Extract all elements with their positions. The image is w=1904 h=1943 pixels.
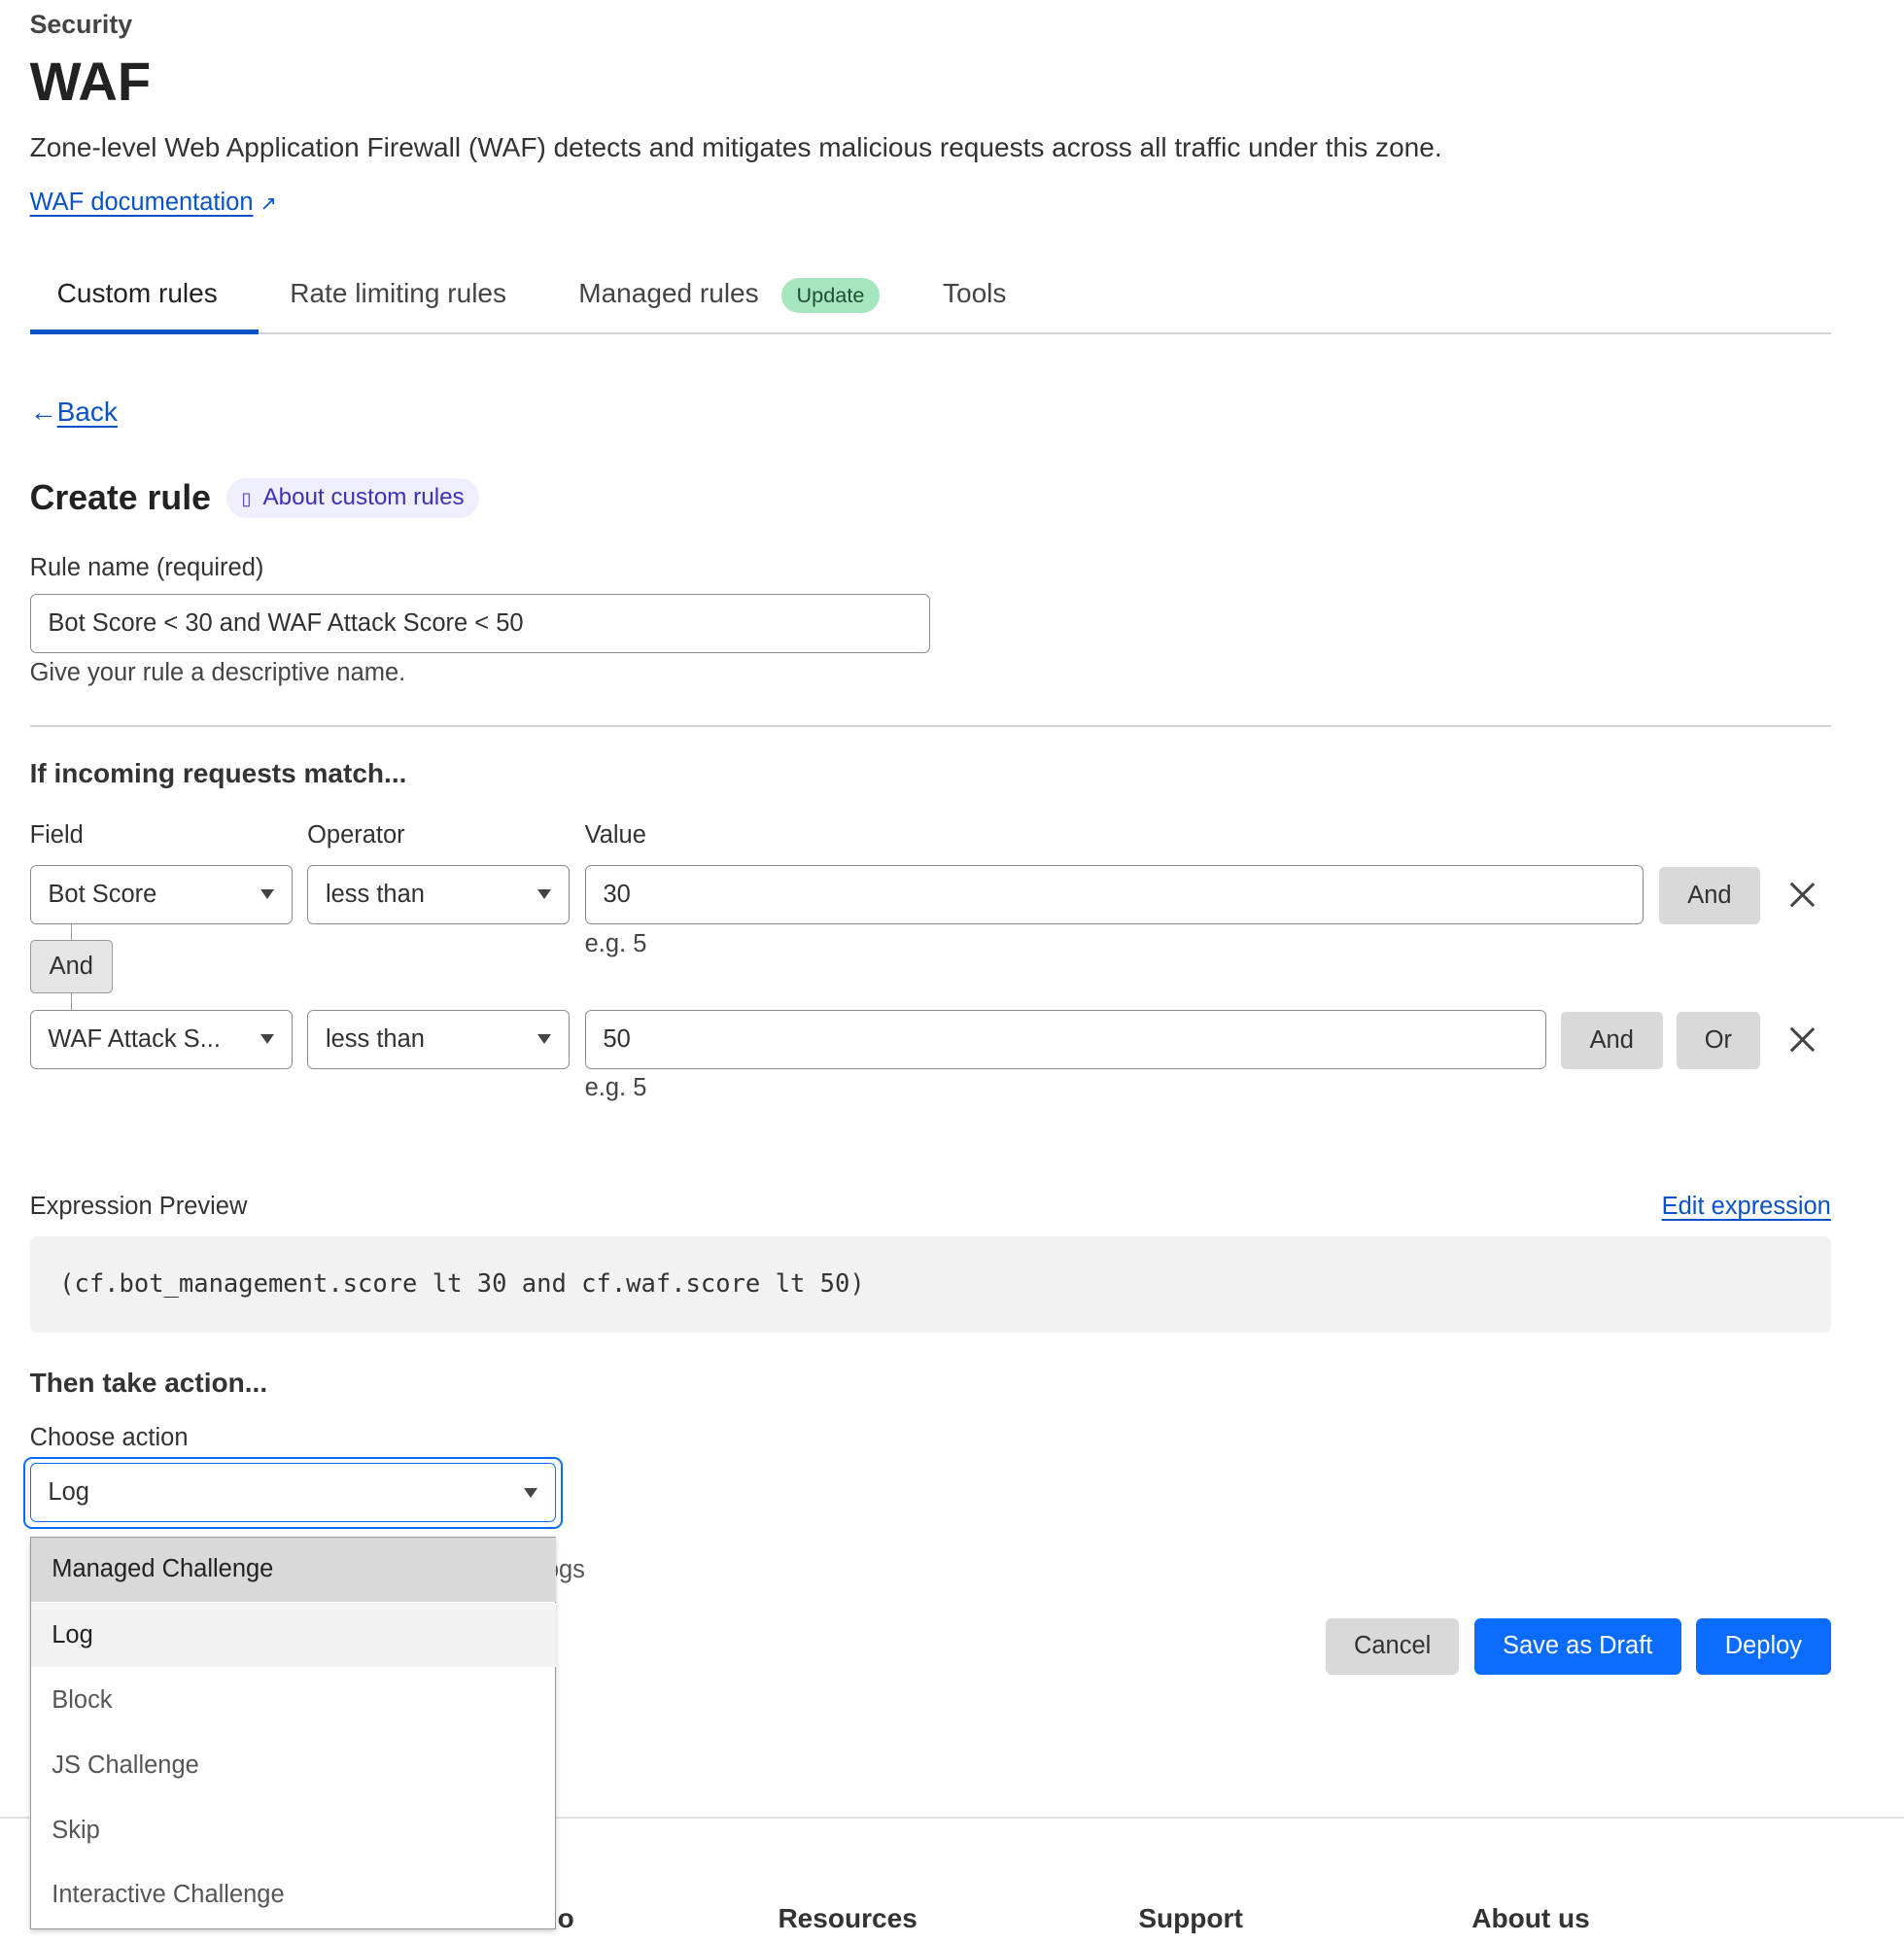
expression-preview: (cf.bot_management.score lt 30 and cf.wa…	[29, 1236, 1831, 1334]
tab-tools[interactable]: Tools	[942, 277, 1007, 308]
value-input-1[interactable]: 30	[584, 864, 1644, 924]
option-js-challenge[interactable]: JS Challenge	[52, 1751, 199, 1779]
tab-custom-rules[interactable]: Custom rules	[56, 277, 218, 308]
back-text: Back	[56, 396, 118, 427]
action-selected-value: Log	[48, 1478, 89, 1507]
value-hint-2: e.g. 5	[584, 1074, 647, 1102]
footer-partial: o	[557, 1902, 574, 1933]
field-select-1[interactable]: Bot Score	[29, 864, 293, 924]
tabs-divider	[29, 331, 1831, 335]
match-heading: If incoming requests match...	[29, 758, 407, 789]
operator-select-1[interactable]: less than	[307, 864, 571, 924]
footer-about-us: About us	[1471, 1902, 1590, 1933]
value-label: Value	[584, 821, 646, 850]
action-heading: Then take action...	[29, 1368, 268, 1399]
caret-down-icon	[537, 889, 552, 899]
remove-row-2-icon[interactable]	[1789, 1025, 1817, 1053]
create-rule-heading: Create rule	[29, 477, 211, 517]
and-button-2[interactable]: And	[1560, 1012, 1663, 1069]
arrow-left-icon: ←	[29, 396, 57, 427]
caret-down-icon	[260, 889, 274, 899]
choose-action-label: Choose action	[29, 1423, 189, 1451]
waf-documentation-link[interactable]: WAF documentation ↗	[30, 189, 277, 217]
option-skip[interactable]: Skip	[52, 1817, 100, 1845]
doc-link-text: WAF documentation	[29, 188, 254, 216]
option-managed-challenge[interactable]: Managed Challenge	[30, 1537, 556, 1602]
and-button-1[interactable]: And	[1658, 867, 1761, 924]
page-description: Zone-level Web Application Firewall (WAF…	[29, 132, 1442, 163]
save-as-draft-button[interactable]: Save as Draft	[1473, 1617, 1681, 1676]
field-value: WAF Attack S...	[48, 1024, 221, 1053]
update-badge: Update	[781, 277, 880, 314]
value-text: 50	[603, 1024, 631, 1053]
value-text: 30	[603, 880, 631, 908]
rule-name-input[interactable]: Bot Score < 30 and WAF Attack Score < 50	[29, 593, 931, 653]
field-select-2[interactable]: WAF Attack S...	[29, 1009, 293, 1069]
remove-row-1-icon[interactable]	[1789, 881, 1817, 908]
back-link[interactable]: ←Back	[30, 397, 118, 428]
value-input-2[interactable]: 50	[584, 1009, 1546, 1069]
deploy-button[interactable]: Deploy	[1695, 1617, 1831, 1676]
external-link-icon: ↗	[260, 192, 277, 215]
field-value: Bot Score	[48, 880, 157, 908]
rule-name-help: Give your rule a descriptive name.	[29, 659, 406, 687]
about-custom-rules-link[interactable]: ▯ About custom rules	[226, 477, 479, 518]
operator-value: less than	[325, 1024, 425, 1053]
divider	[29, 724, 1831, 728]
operator-value: less than	[325, 880, 425, 908]
operator-label: Operator	[307, 821, 405, 850]
about-text: About custom rules	[262, 483, 465, 510]
cancel-button[interactable]: Cancel	[1325, 1617, 1460, 1676]
caret-down-icon	[537, 1034, 552, 1045]
or-button-2[interactable]: Or	[1676, 1012, 1761, 1069]
expression-preview-label: Expression Preview	[29, 1193, 248, 1221]
rule-name-value: Bot Score < 30 and WAF Attack Score < 50	[48, 608, 524, 637]
option-interactive-challenge[interactable]: Interactive Challenge	[52, 1881, 285, 1909]
edit-expression-link[interactable]: Edit expression	[1661, 1193, 1831, 1221]
and-connector-button[interactable]: And	[29, 940, 113, 994]
option-log[interactable]: Log	[30, 1603, 556, 1668]
tab-managed-rules[interactable]: Managed rules	[578, 277, 759, 308]
caret-down-icon	[260, 1034, 274, 1045]
action-select[interactable]: Log	[29, 1463, 557, 1523]
rule-name-label: Rule name (required)	[29, 553, 264, 581]
value-hint-1: e.g. 5	[584, 930, 647, 958]
caret-down-icon	[524, 1487, 538, 1498]
footer-divider	[0, 1816, 1904, 1820]
book-icon: ▯	[241, 488, 252, 508]
footer-support: Support	[1138, 1902, 1243, 1933]
page-title: WAF	[29, 50, 152, 112]
option-block[interactable]: Block	[52, 1686, 113, 1715]
active-tab-indicator	[29, 330, 260, 335]
field-label: Field	[29, 821, 84, 850]
footer-resources: Resources	[778, 1902, 917, 1933]
action-dropdown-menu: Managed Challenge Log Block JS Challenge…	[29, 1536, 557, 1929]
operator-select-2[interactable]: less than	[307, 1009, 571, 1069]
tab-rate-limiting-rules[interactable]: Rate limiting rules	[290, 277, 507, 308]
section-label: Security	[29, 10, 133, 40]
